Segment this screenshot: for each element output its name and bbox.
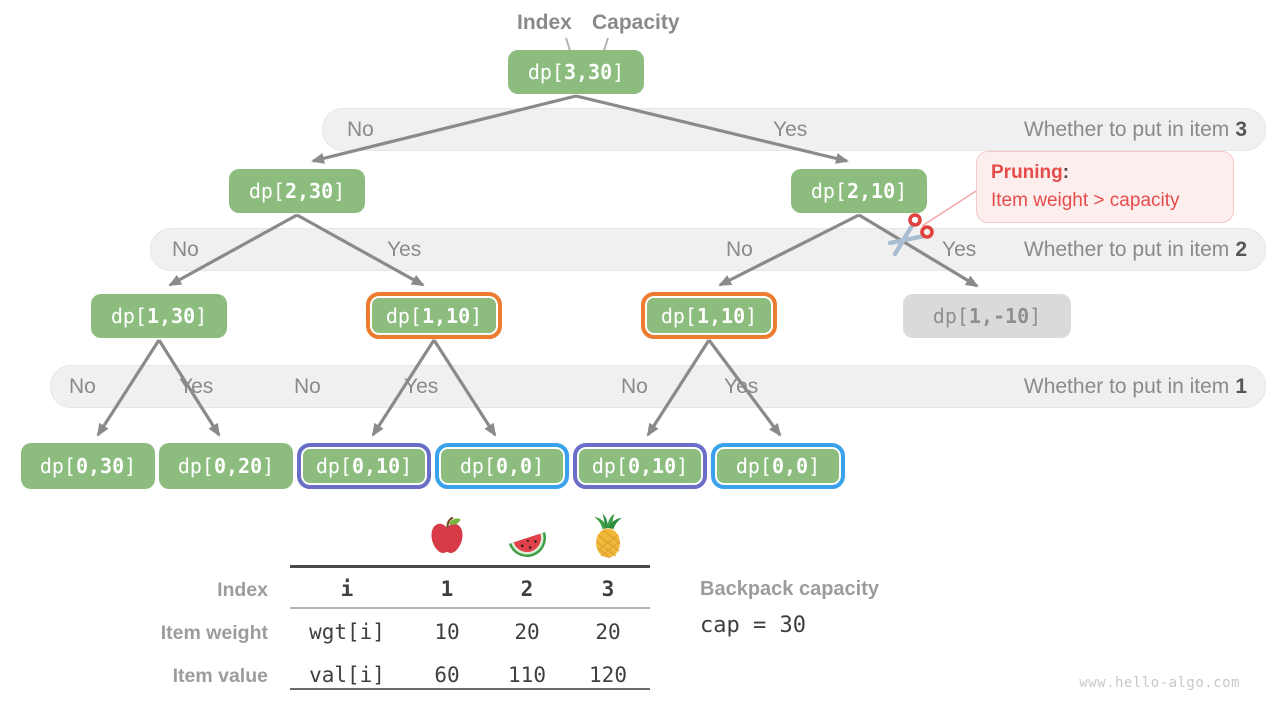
table-row-label-value: Item value bbox=[172, 665, 268, 687]
choice-no: No bbox=[347, 118, 374, 141]
table-rule-top bbox=[290, 565, 650, 568]
node-dp-2-10: dp[2,10] bbox=[791, 169, 927, 213]
choice-no: No bbox=[621, 375, 648, 398]
table-cell: 10 bbox=[434, 620, 460, 644]
node-dp-3-30: dp[3,30] bbox=[508, 50, 644, 94]
node-dp-0-10-highlight: dp[0,10] bbox=[297, 443, 431, 489]
table-cell: 120 bbox=[589, 663, 627, 687]
pruning-title: Pruning bbox=[991, 162, 1063, 183]
pineapple-icon bbox=[594, 514, 622, 559]
capacity-pointer-label: Capacity bbox=[592, 11, 680, 34]
node-dp-1-10-highlight: dp[1,10] bbox=[366, 292, 502, 339]
table-header-cell: 1 bbox=[440, 577, 454, 601]
watermelon-icon bbox=[508, 532, 546, 557]
table-cell: wgt[i] bbox=[309, 620, 385, 644]
table-row-label-index: Index bbox=[217, 579, 268, 601]
choice-no: No bbox=[172, 238, 199, 261]
node-dp-0-0-highlight: dp[0,0] bbox=[435, 443, 569, 489]
table-rule-mid bbox=[290, 607, 650, 609]
decision-band-item-2: No Yes No Yes Whether to put in item 2 bbox=[150, 228, 1266, 271]
backpack-capacity-label: Backpack capacity bbox=[700, 578, 880, 600]
table-cell: 60 bbox=[434, 663, 460, 687]
choice-no: No bbox=[69, 375, 96, 398]
table-cell: val[i] bbox=[309, 663, 385, 687]
backpack-capacity-value: cap = 30 bbox=[700, 613, 806, 638]
band-title: Whether to put in item 1 bbox=[1023, 375, 1247, 398]
pruning-callout: Pruning: Item weight > capacity bbox=[976, 151, 1234, 223]
node-dp-0-0-highlight: dp[0,0] bbox=[711, 443, 845, 489]
node-dp-0-30: dp[0,30] bbox=[21, 443, 155, 489]
choice-no: No bbox=[294, 375, 321, 398]
table-cell: 20 bbox=[514, 620, 540, 644]
table-row-label-weight: Item weight bbox=[160, 622, 268, 644]
choice-yes: Yes bbox=[179, 375, 214, 398]
pruning-body: Item weight > capacity bbox=[991, 190, 1180, 211]
choice-yes: Yes bbox=[404, 375, 439, 398]
index-pointer-label: Index bbox=[517, 11, 572, 34]
decision-band-item-1: No Yes No Yes No Yes Whether to put in i… bbox=[50, 365, 1266, 408]
band-title: Whether to put in item 2 bbox=[1023, 238, 1247, 261]
scissors-icon bbox=[887, 213, 934, 257]
choice-yes: Yes bbox=[773, 118, 808, 141]
table-header-cell: 3 bbox=[601, 577, 615, 601]
apple-icon bbox=[431, 516, 463, 553]
table-header-cell: 2 bbox=[520, 577, 534, 601]
table-cell: 110 bbox=[508, 663, 546, 687]
node-dp-0-10-highlight: dp[0,10] bbox=[573, 443, 707, 489]
decision-band-item-3: No Yes Whether to put in item 3 bbox=[322, 108, 1266, 151]
table-header-cell: i bbox=[340, 577, 354, 601]
table-cell: 20 bbox=[595, 620, 621, 644]
node-dp-1-30: dp[1,30] bbox=[91, 294, 227, 338]
band-title: Whether to put in item 3 bbox=[1023, 118, 1247, 141]
table-rule-bottom bbox=[290, 688, 650, 690]
choice-yes: Yes bbox=[387, 238, 422, 261]
choice-yes: Yes bbox=[942, 238, 977, 261]
node-dp-0-20: dp[0,20] bbox=[159, 443, 293, 489]
node-dp-1-neg10-pruned: dp[1,-10] bbox=[903, 294, 1071, 338]
choice-no: No bbox=[726, 238, 753, 261]
node-dp-1-10-highlight: dp[1,10] bbox=[641, 292, 777, 339]
watermark: www.hello-algo.com bbox=[1079, 675, 1240, 691]
node-dp-2-30: dp[2,30] bbox=[229, 169, 365, 213]
choice-yes: Yes bbox=[724, 375, 759, 398]
